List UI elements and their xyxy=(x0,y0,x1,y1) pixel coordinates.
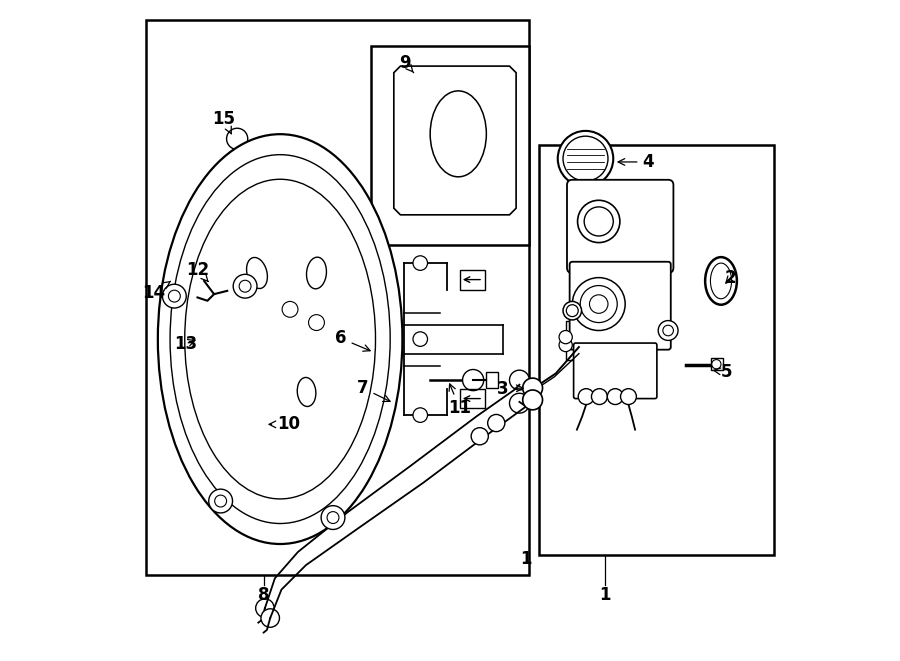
Circle shape xyxy=(472,428,489,445)
Circle shape xyxy=(413,256,428,270)
Text: 13: 13 xyxy=(174,334,197,353)
Text: 10: 10 xyxy=(269,415,301,434)
Ellipse shape xyxy=(247,257,267,289)
Text: 12: 12 xyxy=(186,260,209,282)
Ellipse shape xyxy=(184,179,375,499)
Bar xyxy=(539,145,774,555)
Text: 3: 3 xyxy=(497,379,523,398)
Circle shape xyxy=(523,378,543,398)
Text: 5: 5 xyxy=(714,363,732,381)
Text: 15: 15 xyxy=(212,110,236,134)
Text: 6: 6 xyxy=(335,329,370,351)
Circle shape xyxy=(261,609,280,627)
Bar xyxy=(146,20,529,575)
Circle shape xyxy=(591,389,608,405)
Circle shape xyxy=(509,370,529,390)
Circle shape xyxy=(662,325,673,336)
Ellipse shape xyxy=(170,155,391,524)
Circle shape xyxy=(498,76,511,89)
Text: 1: 1 xyxy=(520,549,532,568)
Circle shape xyxy=(509,393,529,413)
Circle shape xyxy=(399,192,412,205)
Circle shape xyxy=(558,131,613,186)
Ellipse shape xyxy=(307,257,327,289)
Circle shape xyxy=(559,338,572,352)
Circle shape xyxy=(658,321,678,340)
Circle shape xyxy=(463,369,483,391)
Circle shape xyxy=(712,360,721,369)
Circle shape xyxy=(620,389,636,405)
Ellipse shape xyxy=(430,91,486,177)
Circle shape xyxy=(262,150,275,163)
Circle shape xyxy=(523,390,543,410)
Circle shape xyxy=(215,495,227,507)
Ellipse shape xyxy=(158,134,402,544)
Bar xyxy=(486,372,499,388)
Circle shape xyxy=(578,389,594,405)
Text: 11: 11 xyxy=(448,384,472,418)
Circle shape xyxy=(580,286,617,323)
Ellipse shape xyxy=(297,377,316,407)
Circle shape xyxy=(214,280,230,295)
Circle shape xyxy=(248,418,263,434)
Circle shape xyxy=(584,207,613,236)
Circle shape xyxy=(233,274,257,298)
Text: 2: 2 xyxy=(725,268,737,287)
Bar xyxy=(566,321,576,360)
Bar xyxy=(460,389,485,408)
Circle shape xyxy=(559,330,572,344)
Circle shape xyxy=(309,315,324,330)
Circle shape xyxy=(256,145,281,169)
Circle shape xyxy=(590,295,608,313)
Ellipse shape xyxy=(566,305,578,317)
Bar xyxy=(243,416,267,436)
Text: 9: 9 xyxy=(400,54,414,73)
Circle shape xyxy=(163,284,186,308)
Bar xyxy=(711,358,723,370)
Circle shape xyxy=(239,280,251,292)
Circle shape xyxy=(194,336,205,347)
Circle shape xyxy=(488,414,505,432)
Bar xyxy=(460,270,485,290)
Circle shape xyxy=(608,389,623,405)
Circle shape xyxy=(413,332,428,346)
Text: 1: 1 xyxy=(599,586,611,604)
Circle shape xyxy=(227,128,248,149)
Ellipse shape xyxy=(705,257,737,305)
Text: 14: 14 xyxy=(142,282,171,302)
FancyBboxPatch shape xyxy=(573,343,657,399)
Polygon shape xyxy=(394,66,516,215)
Circle shape xyxy=(209,489,232,513)
Circle shape xyxy=(578,200,620,243)
Ellipse shape xyxy=(710,263,732,299)
Bar xyxy=(179,274,191,289)
Text: 4: 4 xyxy=(618,153,654,171)
FancyBboxPatch shape xyxy=(570,262,670,350)
Circle shape xyxy=(282,301,298,317)
FancyBboxPatch shape xyxy=(567,180,673,273)
Circle shape xyxy=(168,290,180,302)
Circle shape xyxy=(572,278,625,330)
Bar xyxy=(193,315,207,329)
Text: 7: 7 xyxy=(357,379,390,401)
Circle shape xyxy=(563,136,608,181)
Bar xyxy=(371,46,529,245)
Circle shape xyxy=(327,512,339,524)
Ellipse shape xyxy=(563,301,581,320)
Text: 8: 8 xyxy=(257,586,269,604)
Circle shape xyxy=(321,506,345,529)
Bar xyxy=(187,329,212,352)
Circle shape xyxy=(256,599,274,617)
Circle shape xyxy=(413,408,428,422)
